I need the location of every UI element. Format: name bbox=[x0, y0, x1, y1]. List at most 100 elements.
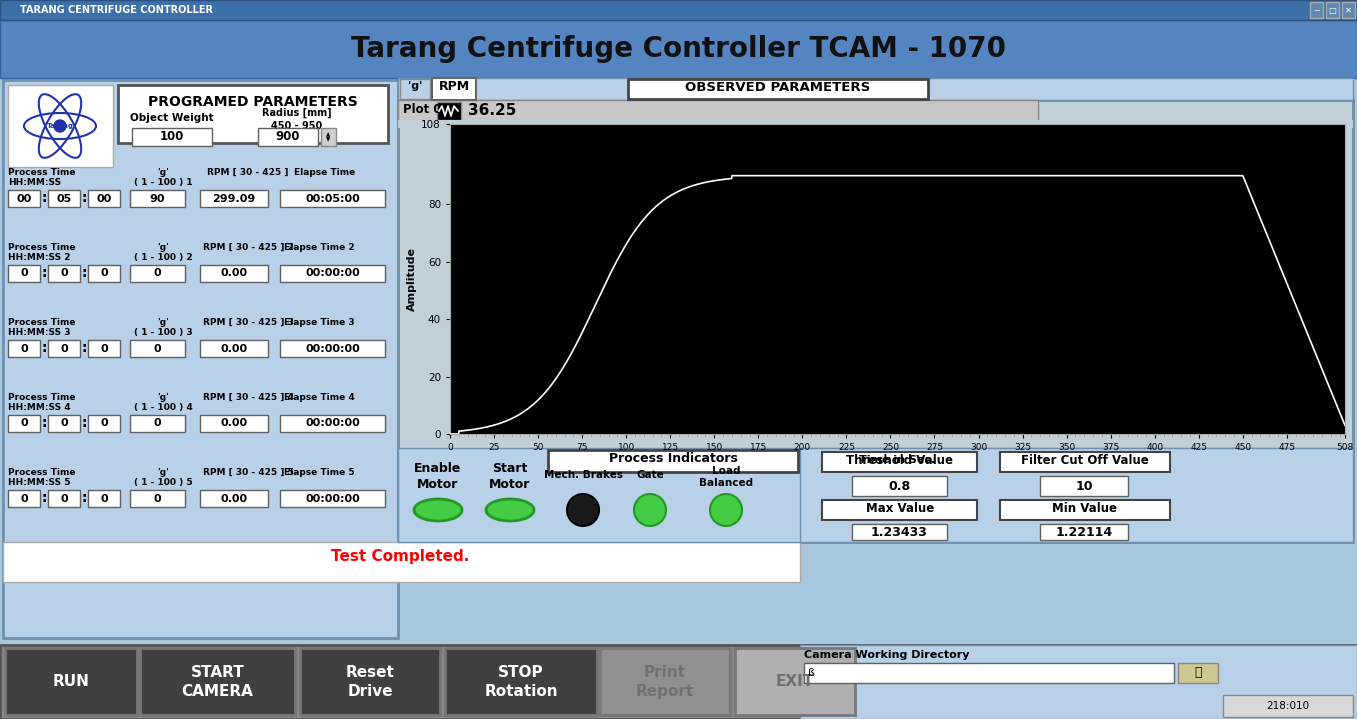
FancyBboxPatch shape bbox=[47, 190, 80, 207]
Text: 05: 05 bbox=[57, 193, 72, 203]
Text: □: □ bbox=[1329, 6, 1337, 14]
Text: RPM [ 30 - 425 ] 4: RPM [ 30 - 425 ] 4 bbox=[202, 393, 293, 402]
FancyBboxPatch shape bbox=[130, 490, 185, 507]
Text: 0: 0 bbox=[100, 268, 107, 278]
Text: 'g': 'g' bbox=[157, 393, 168, 402]
Text: Object Weight: Object Weight bbox=[130, 113, 214, 123]
FancyBboxPatch shape bbox=[801, 645, 1357, 719]
Text: 0: 0 bbox=[100, 344, 107, 354]
Text: 00:00:00: 00:00:00 bbox=[305, 493, 360, 503]
FancyBboxPatch shape bbox=[47, 415, 80, 432]
FancyBboxPatch shape bbox=[8, 190, 39, 207]
Text: START
CAMERA: START CAMERA bbox=[182, 665, 254, 699]
FancyBboxPatch shape bbox=[852, 524, 947, 540]
FancyBboxPatch shape bbox=[8, 490, 39, 507]
Text: HH:MM:SS 5: HH:MM:SS 5 bbox=[8, 478, 71, 487]
Text: 218:010: 218:010 bbox=[1266, 701, 1310, 711]
Text: Radius [mm]
450 - 950: Radius [mm] 450 - 950 bbox=[262, 108, 332, 131]
FancyBboxPatch shape bbox=[130, 415, 185, 432]
Text: ( 1 - 100 ) 3: ( 1 - 100 ) 3 bbox=[134, 328, 193, 337]
FancyBboxPatch shape bbox=[801, 448, 1353, 542]
Text: 0.8: 0.8 bbox=[889, 480, 911, 493]
FancyBboxPatch shape bbox=[398, 100, 1353, 542]
FancyBboxPatch shape bbox=[1039, 524, 1128, 540]
FancyBboxPatch shape bbox=[3, 80, 398, 638]
FancyBboxPatch shape bbox=[130, 190, 185, 207]
FancyBboxPatch shape bbox=[735, 648, 855, 715]
FancyBboxPatch shape bbox=[822, 452, 977, 472]
Text: 00: 00 bbox=[96, 193, 111, 203]
FancyBboxPatch shape bbox=[8, 415, 39, 432]
FancyBboxPatch shape bbox=[280, 415, 385, 432]
Text: :: : bbox=[81, 416, 87, 430]
FancyBboxPatch shape bbox=[199, 190, 267, 207]
FancyBboxPatch shape bbox=[600, 648, 730, 715]
Text: HH:MM:SS 4: HH:MM:SS 4 bbox=[8, 403, 71, 412]
Text: RPM [ 30 - 425 ] 3: RPM [ 30 - 425 ] 3 bbox=[202, 318, 293, 327]
Text: 0.00: 0.00 bbox=[220, 493, 247, 503]
FancyBboxPatch shape bbox=[852, 476, 947, 496]
FancyBboxPatch shape bbox=[0, 20, 1357, 78]
Text: RUN: RUN bbox=[53, 674, 90, 690]
Text: HH:MM:SS 2: HH:MM:SS 2 bbox=[8, 253, 71, 262]
Text: ( 1 - 100 ) 2: ( 1 - 100 ) 2 bbox=[134, 253, 193, 262]
Text: 'g': 'g' bbox=[157, 168, 168, 177]
Text: 0: 0 bbox=[153, 344, 161, 354]
FancyBboxPatch shape bbox=[199, 265, 267, 282]
Text: 00:00:00: 00:00:00 bbox=[305, 268, 360, 278]
Text: ✕: ✕ bbox=[1345, 6, 1352, 14]
Text: Camera Working Directory: Camera Working Directory bbox=[803, 650, 969, 660]
FancyBboxPatch shape bbox=[398, 78, 1353, 100]
FancyBboxPatch shape bbox=[322, 128, 337, 146]
X-axis label: Time in Sec.: Time in Sec. bbox=[859, 455, 935, 464]
FancyBboxPatch shape bbox=[88, 490, 119, 507]
FancyBboxPatch shape bbox=[132, 128, 212, 146]
FancyBboxPatch shape bbox=[398, 100, 1038, 122]
Text: 10: 10 bbox=[1075, 480, 1092, 493]
FancyBboxPatch shape bbox=[258, 128, 318, 146]
FancyBboxPatch shape bbox=[47, 490, 80, 507]
Circle shape bbox=[567, 494, 598, 526]
Text: HH:MM:SS: HH:MM:SS bbox=[8, 178, 61, 187]
FancyBboxPatch shape bbox=[130, 265, 185, 282]
FancyBboxPatch shape bbox=[88, 340, 119, 357]
FancyBboxPatch shape bbox=[5, 648, 137, 715]
Text: 0: 0 bbox=[153, 418, 161, 429]
Text: 1.23433: 1.23433 bbox=[871, 526, 928, 539]
FancyBboxPatch shape bbox=[140, 648, 294, 715]
Text: Max Value: Max Value bbox=[866, 502, 934, 515]
FancyBboxPatch shape bbox=[548, 450, 798, 472]
FancyBboxPatch shape bbox=[199, 415, 267, 432]
FancyBboxPatch shape bbox=[398, 448, 1353, 542]
Text: 0: 0 bbox=[20, 268, 27, 278]
Text: ─: ─ bbox=[1314, 6, 1319, 14]
Text: 0: 0 bbox=[60, 344, 68, 354]
Text: 00:05:00: 00:05:00 bbox=[305, 193, 360, 203]
Text: 0: 0 bbox=[153, 493, 161, 503]
FancyBboxPatch shape bbox=[0, 645, 1357, 719]
Text: Reset
Drive: Reset Drive bbox=[346, 665, 395, 699]
Circle shape bbox=[710, 494, 742, 526]
Text: Elapse Time: Elapse Time bbox=[293, 168, 356, 177]
Text: 📁: 📁 bbox=[1194, 667, 1202, 679]
Text: Elapse Time 5: Elapse Time 5 bbox=[285, 468, 356, 477]
FancyBboxPatch shape bbox=[1039, 476, 1128, 496]
Text: 0.00: 0.00 bbox=[220, 268, 247, 278]
Text: 36.25: 36.25 bbox=[468, 103, 517, 118]
Text: :: : bbox=[41, 416, 46, 430]
Text: 90: 90 bbox=[149, 193, 166, 203]
Text: EXIT: EXIT bbox=[776, 674, 814, 690]
Text: Elapse Time 2: Elapse Time 2 bbox=[285, 243, 356, 252]
Text: Min Value: Min Value bbox=[1053, 502, 1118, 515]
Text: :: : bbox=[81, 491, 87, 505]
Text: 0: 0 bbox=[100, 418, 107, 429]
FancyBboxPatch shape bbox=[1000, 452, 1170, 472]
Text: Process Time: Process Time bbox=[8, 243, 76, 252]
Text: 1.22114: 1.22114 bbox=[1056, 526, 1113, 539]
Text: :: : bbox=[81, 341, 87, 355]
Text: ( 1 - 100 ) 1: ( 1 - 100 ) 1 bbox=[134, 178, 193, 187]
FancyBboxPatch shape bbox=[822, 500, 977, 520]
FancyBboxPatch shape bbox=[47, 340, 80, 357]
Text: :: : bbox=[41, 191, 46, 205]
Text: Tarang: Tarang bbox=[46, 123, 73, 129]
